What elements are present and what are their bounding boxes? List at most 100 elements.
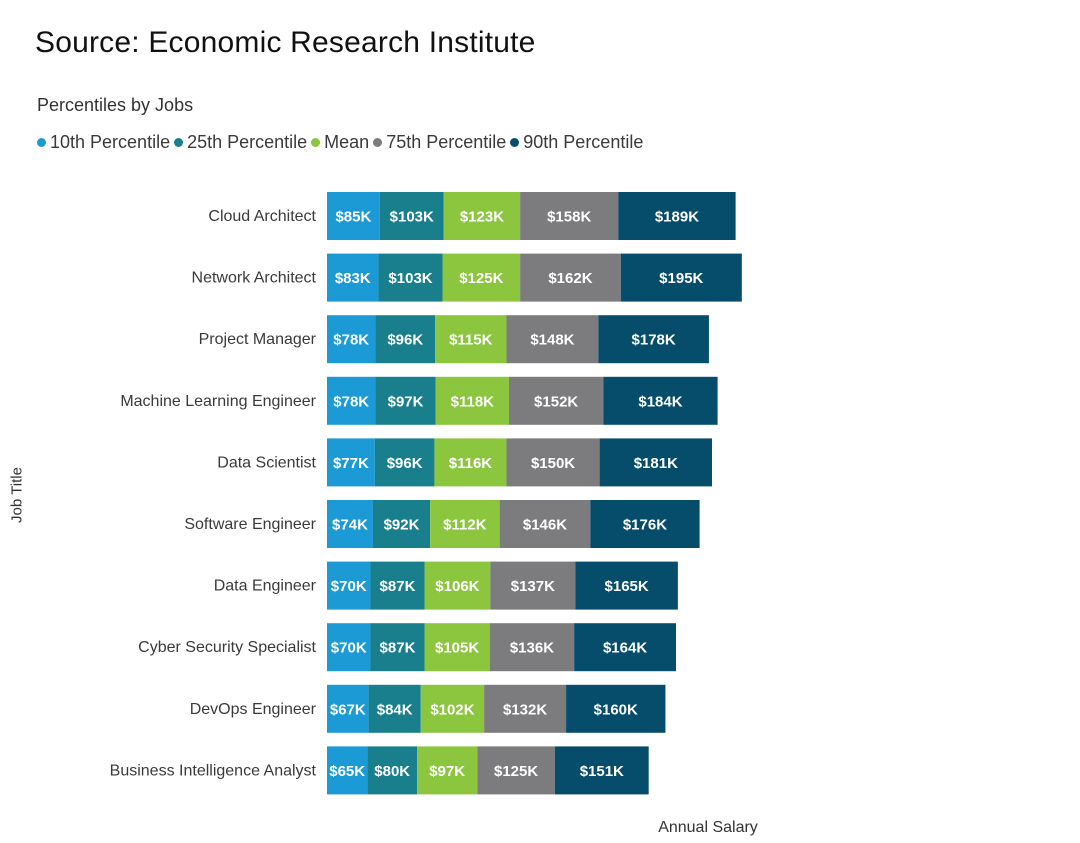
bar-segment bbox=[574, 623, 677, 672]
category-label: Project Manager bbox=[199, 331, 317, 348]
category-label: Network Architect bbox=[192, 270, 317, 287]
bar-segment bbox=[520, 253, 621, 302]
data-label: $160K bbox=[594, 701, 638, 718]
bar-segment bbox=[327, 315, 376, 364]
legend-item: 75th Percentile bbox=[373, 132, 506, 153]
bar-segment bbox=[375, 376, 436, 425]
category-label: Cyber Security Specialist bbox=[138, 639, 316, 656]
data-label: $70K bbox=[331, 640, 367, 657]
data-label: $78K bbox=[333, 393, 369, 410]
bar-segment bbox=[575, 561, 678, 610]
data-label: $125K bbox=[494, 763, 538, 780]
bar-segment bbox=[424, 623, 490, 672]
bar-segment bbox=[430, 500, 500, 548]
x-axis-label: Annual Salary bbox=[658, 819, 758, 836]
data-label: $112K bbox=[443, 517, 487, 534]
data-label: $123K bbox=[460, 209, 504, 226]
data-label: $132K bbox=[503, 701, 547, 718]
legend-swatch bbox=[174, 138, 184, 147]
data-label: $178K bbox=[632, 332, 676, 349]
bar-segment bbox=[520, 192, 619, 240]
data-label: $85K bbox=[335, 209, 371, 226]
legend-label: 90th Percentile bbox=[523, 132, 644, 152]
bar-segment bbox=[367, 746, 418, 795]
bar-segment bbox=[618, 192, 736, 240]
bar-segment bbox=[368, 684, 421, 733]
bar-segment bbox=[434, 438, 507, 487]
bar-segment bbox=[603, 376, 718, 425]
bar-segment bbox=[370, 561, 425, 610]
bar-segment bbox=[327, 500, 373, 548]
data-label: $106K bbox=[435, 578, 479, 595]
legend-swatch bbox=[37, 138, 46, 147]
data-label: $184K bbox=[638, 393, 682, 410]
legend-label: 10th Percentile bbox=[50, 132, 171, 152]
data-label: $87K bbox=[380, 640, 416, 657]
bar-segment bbox=[506, 438, 600, 487]
bar-segment bbox=[374, 438, 435, 487]
bar-segment bbox=[417, 746, 478, 795]
bar-segment bbox=[327, 746, 368, 795]
bar-segment bbox=[442, 253, 521, 302]
data-label: $92K bbox=[384, 517, 420, 534]
bar-segment bbox=[443, 192, 521, 240]
data-label: $87K bbox=[380, 578, 416, 595]
y-axis-label: Job Title bbox=[8, 467, 26, 523]
data-label: $152K bbox=[534, 393, 578, 410]
category-label: Data Scientist bbox=[217, 454, 316, 471]
data-label: $74K bbox=[332, 517, 368, 534]
bar-segment bbox=[477, 746, 555, 795]
bar-segment bbox=[370, 623, 425, 672]
bar-segment bbox=[508, 376, 604, 425]
data-label: $70K bbox=[331, 578, 367, 595]
data-label: $97K bbox=[429, 763, 465, 780]
bar-segment bbox=[327, 192, 380, 240]
data-label: $116K bbox=[449, 455, 493, 472]
legend-item: Mean bbox=[311, 132, 369, 153]
bar-segment bbox=[327, 684, 369, 733]
source-title: Source: Economic Research Institute bbox=[35, 26, 536, 59]
bar-segment bbox=[424, 561, 491, 610]
bar-segment bbox=[554, 746, 649, 795]
data-label: $84K bbox=[377, 701, 413, 718]
chart-legend: 10th Percentile 25th Percentile Mean 75th P… bbox=[37, 132, 647, 153]
data-label: $165K bbox=[605, 578, 649, 595]
data-label: $102K bbox=[430, 701, 474, 718]
data-label: $83K bbox=[335, 270, 371, 287]
data-label: $105K bbox=[435, 640, 479, 657]
bar-segment bbox=[379, 192, 444, 240]
legend-item: 90th Percentile bbox=[510, 132, 643, 153]
data-label: $162K bbox=[548, 270, 592, 287]
data-label: $148K bbox=[530, 332, 574, 349]
category-label: Business Intelligence Analyst bbox=[110, 762, 317, 779]
data-label: $151K bbox=[580, 763, 624, 780]
data-label: $176K bbox=[623, 517, 667, 534]
category-label: DevOps Engineer bbox=[190, 701, 317, 718]
bar-segment bbox=[484, 684, 567, 733]
data-label: $150K bbox=[531, 455, 575, 472]
bar-segment bbox=[590, 500, 700, 548]
bar-segment bbox=[599, 438, 713, 487]
data-label: $67K bbox=[330, 701, 366, 718]
data-label: $195K bbox=[659, 270, 703, 287]
legend-swatch bbox=[311, 138, 321, 147]
legend-label: 75th Percentile bbox=[386, 132, 507, 152]
bar-segment bbox=[499, 500, 591, 548]
bar-segment bbox=[327, 438, 375, 487]
legend-swatch bbox=[510, 138, 520, 147]
data-label: $103K bbox=[390, 209, 434, 226]
category-label: Software Engineer bbox=[184, 516, 316, 533]
legend-label: 25th Percentile bbox=[187, 132, 308, 152]
bar-segment bbox=[327, 623, 371, 672]
bar-segment bbox=[506, 315, 599, 364]
bar-segment bbox=[566, 684, 666, 733]
bar-segment bbox=[435, 315, 507, 364]
data-label: $97K bbox=[388, 393, 424, 410]
bar-segment bbox=[327, 561, 371, 610]
bar-segment bbox=[420, 684, 485, 733]
bar-segment bbox=[327, 376, 376, 425]
bar-segment bbox=[372, 500, 431, 548]
category-label: Cloud Architect bbox=[208, 208, 316, 225]
legend-item: 10th Percentile bbox=[37, 132, 170, 153]
